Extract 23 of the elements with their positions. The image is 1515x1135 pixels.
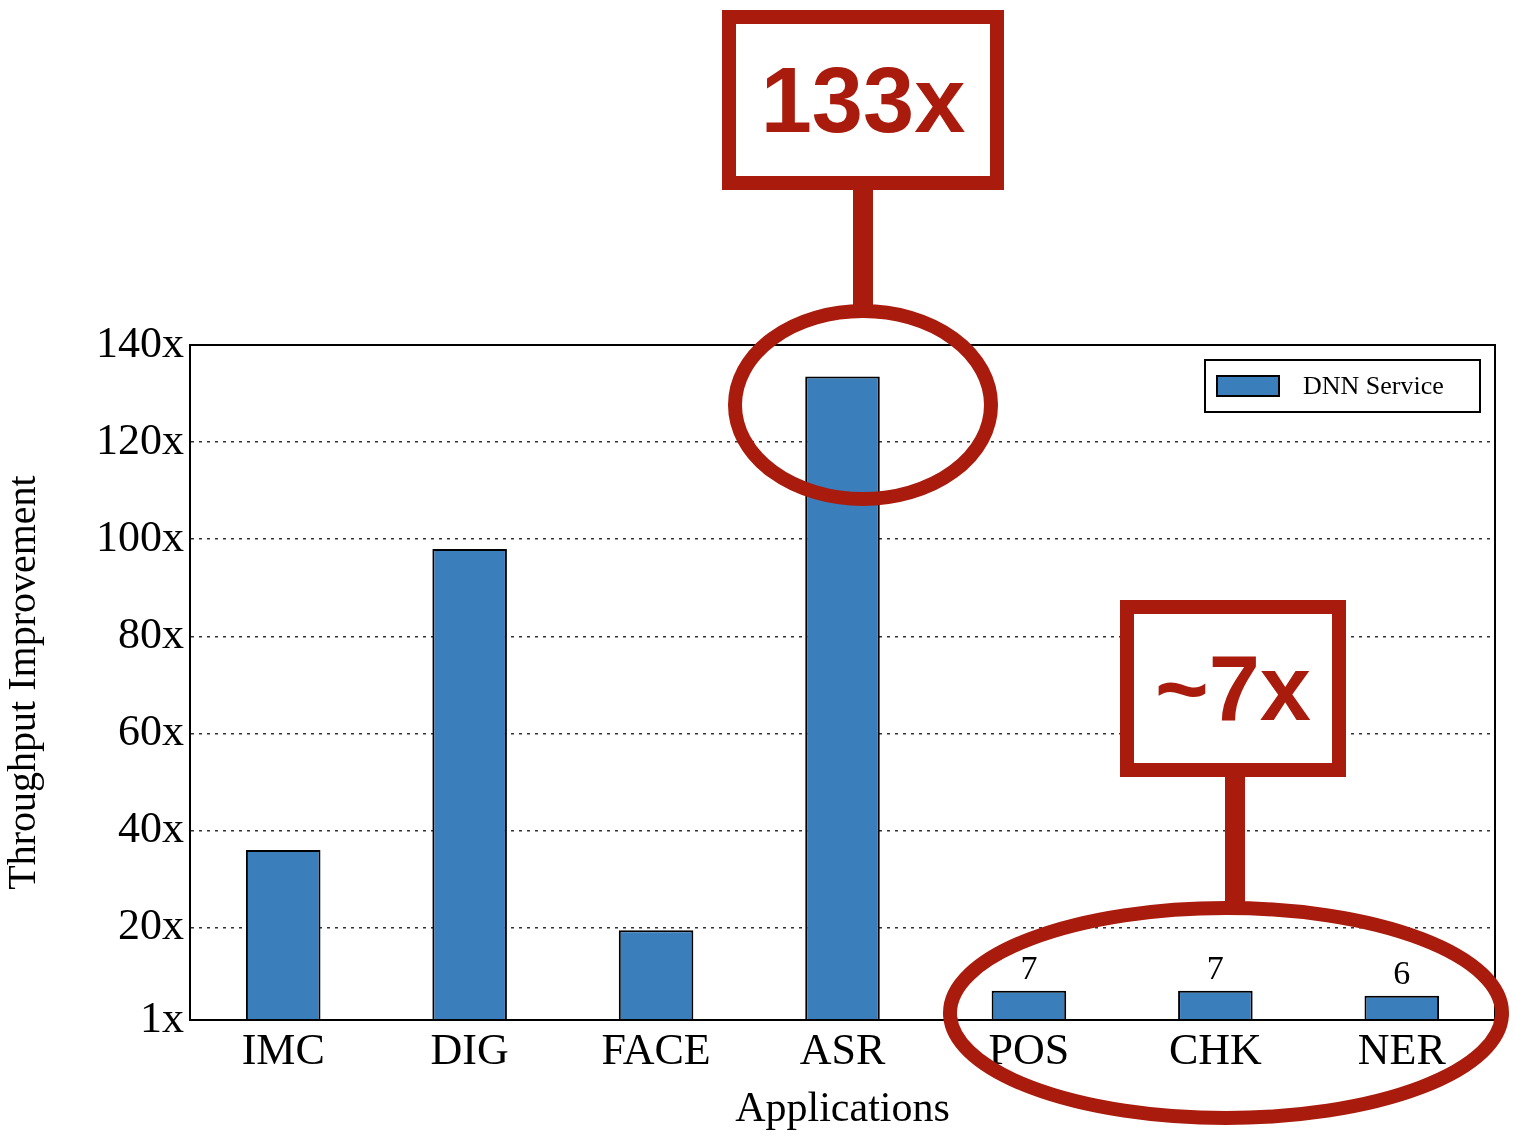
legend-label: DNN Service — [1303, 370, 1444, 400]
y-tick-label: 20x — [118, 900, 184, 950]
y-tick-label: 80x — [118, 608, 184, 658]
x-tick-label: NER — [1357, 1024, 1447, 1074]
x-tick-label: CHK — [1168, 1024, 1263, 1074]
x-axis-title: Applications — [735, 1083, 950, 1130]
y-axis-title: Throughput Improvement — [0, 475, 44, 890]
x-tick-label: ASR — [799, 1024, 886, 1074]
y-tick-label: 140x — [96, 317, 184, 367]
y-tick-label: 40x — [118, 803, 184, 853]
y-tick-label: 120x — [96, 414, 184, 464]
x-tick-label: FACE — [601, 1024, 711, 1074]
x-tick-label: POS — [988, 1024, 1070, 1074]
text: 133x — [722, 10, 1004, 190]
data-label: 6 — [1393, 953, 1411, 991]
y-tick-label: 100x — [96, 511, 184, 561]
y-tick-label: 1x — [140, 992, 184, 1042]
x-tick-label: IMC — [241, 1024, 325, 1074]
x-tick-label: DIG — [430, 1024, 509, 1074]
data-label: 7 — [1020, 948, 1038, 986]
data-label: 7 — [1206, 948, 1224, 986]
y-tick-label: 60x — [118, 706, 184, 756]
annotation: ~7x — [1120, 600, 1346, 777]
